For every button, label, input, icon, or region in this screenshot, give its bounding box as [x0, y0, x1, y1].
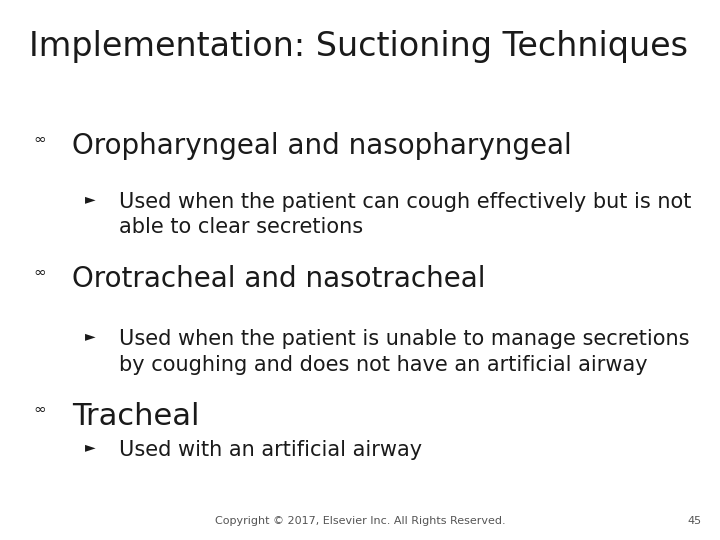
Text: ∞: ∞ [33, 132, 46, 147]
Text: Implementation: Suctioning Techniques: Implementation: Suctioning Techniques [29, 30, 688, 63]
Text: ∞: ∞ [33, 402, 46, 417]
Text: Used with an artificial airway: Used with an artificial airway [119, 440, 422, 460]
Text: Copyright © 2017, Elsevier Inc. All Rights Reserved.: Copyright © 2017, Elsevier Inc. All Righ… [215, 516, 505, 526]
Text: Oropharyngeal and nasopharyngeal: Oropharyngeal and nasopharyngeal [72, 132, 572, 160]
Text: Orotracheal and nasotracheal: Orotracheal and nasotracheal [72, 265, 485, 293]
Text: ►: ► [85, 440, 95, 454]
Text: Used when the patient can cough effectively but is not
able to clear secretions: Used when the patient can cough effectiv… [119, 192, 691, 237]
Text: ►: ► [85, 192, 95, 206]
Text: ∞: ∞ [33, 265, 46, 280]
Text: ►: ► [85, 329, 95, 343]
Text: Tracheal: Tracheal [72, 402, 199, 431]
Text: Used when the patient is unable to manage secretions
by coughing and does not ha: Used when the patient is unable to manag… [119, 329, 689, 375]
Text: 45: 45 [688, 516, 702, 526]
